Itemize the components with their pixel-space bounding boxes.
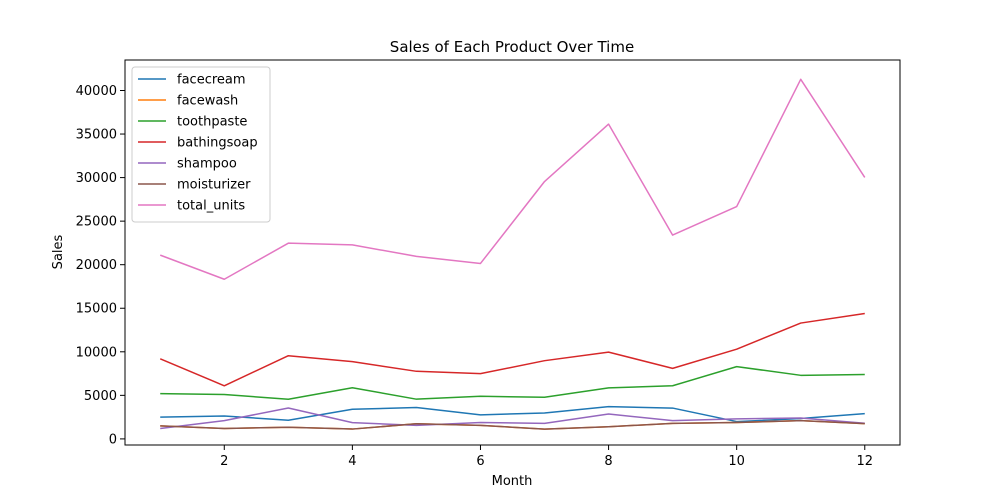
- legend-label: shampoo: [177, 157, 237, 172]
- legend-label: toothpaste: [177, 115, 247, 130]
- y-tick-label: 25000: [76, 215, 117, 230]
- series-line-moisturizer: [160, 419, 865, 430]
- legend-label: moisturizer: [177, 178, 251, 193]
- legend-label: facecream: [177, 73, 246, 88]
- series-line-facecream: [160, 405, 865, 423]
- y-tick-label: 0: [109, 432, 117, 447]
- x-axis: 2 4 6 8 10 12: [220, 445, 873, 469]
- chart-title: Sales of Each Product Over Time: [390, 38, 634, 56]
- x-tick-label: 2: [220, 454, 228, 469]
- legend-label: total_units: [177, 199, 245, 214]
- y-tick-label: 30000: [76, 171, 117, 186]
- x-tick-label: 4: [348, 454, 356, 469]
- legend: facecream facewash toothpaste bathingsoap sh…: [131, 66, 271, 223]
- series-line-total-units: [159, 78, 866, 280]
- y-tick-label: 40000: [76, 84, 117, 99]
- x-tick-label: 12: [856, 454, 873, 469]
- y-tick-label: 15000: [76, 302, 117, 317]
- y-axis: 0 5000 10000 15000 20000 25000 30000 35000 40000: [76, 84, 125, 447]
- x-tick-label: 10: [728, 454, 745, 469]
- y-tick-label: 20000: [76, 258, 117, 273]
- plot-area: [159, 78, 866, 430]
- legend-label: bathingsoap: [177, 136, 258, 151]
- legend-box: [131, 66, 271, 223]
- y-tick-label: 5000: [84, 389, 117, 404]
- y-axis-label: Sales: [51, 234, 66, 269]
- series-line-toothpaste: [160, 365, 865, 401]
- y-tick-label: 10000: [76, 345, 117, 360]
- plot-frame: [124, 59, 901, 446]
- series-line-shampoo: [160, 407, 865, 430]
- series-line-bathingsoap: [159, 312, 865, 387]
- x-axis-label: Month: [492, 474, 533, 489]
- y-tick-label: 35000: [76, 128, 117, 143]
- x-tick-label: 6: [476, 454, 484, 469]
- x-tick-label: 8: [604, 454, 612, 469]
- legend-label: facewash: [177, 94, 238, 109]
